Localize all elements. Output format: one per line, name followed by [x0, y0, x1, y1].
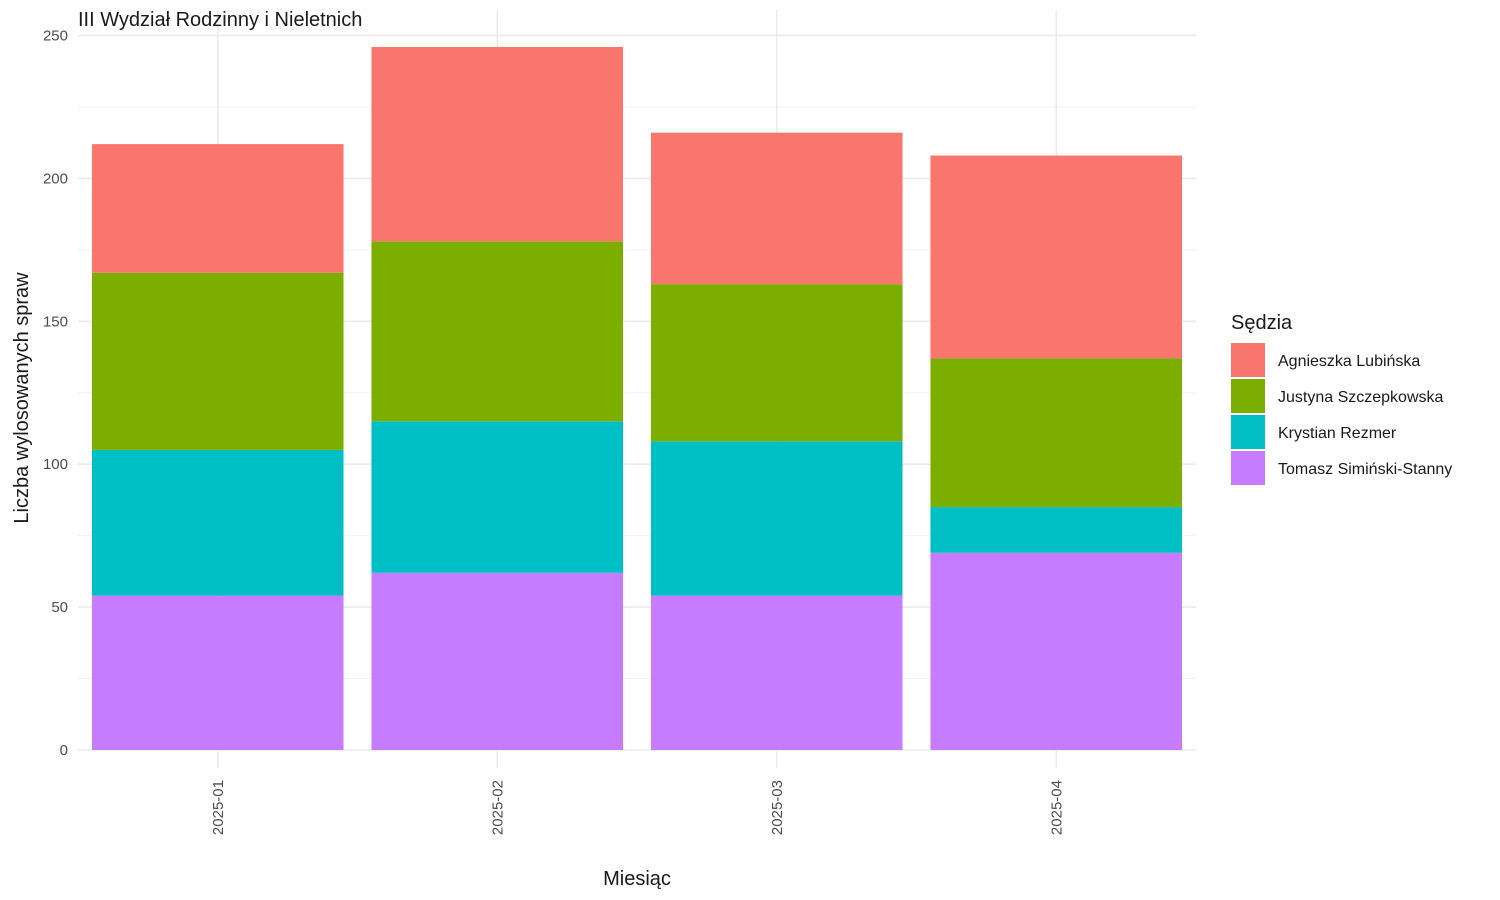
bar-segment: [371, 46, 624, 242]
y-tick-label: 150: [43, 313, 68, 330]
legend-title: Sędzia: [1231, 312, 1293, 334]
bar-segment: [371, 241, 624, 422]
bars: [91, 46, 1183, 750]
legend-label: Krystian Rezmer: [1278, 425, 1397, 442]
y-tick-label: 200: [43, 170, 68, 187]
y-tick-label: 250: [43, 28, 68, 45]
bar-segment: [91, 144, 344, 273]
y-tick-label: 50: [51, 599, 68, 616]
legend-label: Agnieszka Lubińska: [1278, 353, 1420, 370]
bar-segment: [930, 507, 1183, 553]
legend-swatch: [1231, 379, 1265, 413]
y-tick-label: 0: [60, 742, 68, 759]
bar-segment: [91, 449, 344, 596]
x-tick-label: 2025-03: [769, 780, 786, 835]
bar-segment: [650, 441, 903, 596]
bar-segment: [371, 421, 624, 573]
x-axis-ticks: 2025-01 2025-02 2025-03 2025-04: [210, 780, 1066, 835]
bar-segment: [650, 595, 903, 750]
bar-segment: [930, 358, 1183, 508]
legend-swatch: [1231, 451, 1265, 485]
y-axis-title: Liczba wylosowanych spraw: [11, 272, 33, 524]
x-tick-label: 2025-02: [489, 780, 506, 835]
x-tick-label: 2025-01: [210, 780, 227, 835]
chart-title: III Wydział Rodzinny i Nieletnich: [78, 9, 362, 31]
bar-segment: [650, 284, 903, 442]
y-axis-ticks: 0 50 100 150 200 250: [43, 28, 68, 760]
x-tick-label: 2025-04: [1048, 780, 1065, 835]
x-axis-title: Miesiąc: [603, 868, 671, 890]
bar-segment: [930, 155, 1183, 359]
bar-segment: [91, 595, 344, 750]
bar-segment: [650, 132, 903, 285]
legend-label: Tomasz Simiński-Stanny: [1278, 461, 1452, 478]
legend-swatch: [1231, 415, 1265, 449]
bar-segment: [91, 272, 344, 450]
legend-swatch: [1231, 343, 1265, 377]
bar-segment: [371, 572, 624, 750]
legend-label: Justyna Szczepkowska: [1278, 389, 1444, 406]
bar-segment: [930, 552, 1183, 750]
y-tick-label: 100: [43, 456, 68, 473]
legend: Sędzia Agnieszka Lubińska Justyna Szczepk…: [1231, 312, 1452, 485]
